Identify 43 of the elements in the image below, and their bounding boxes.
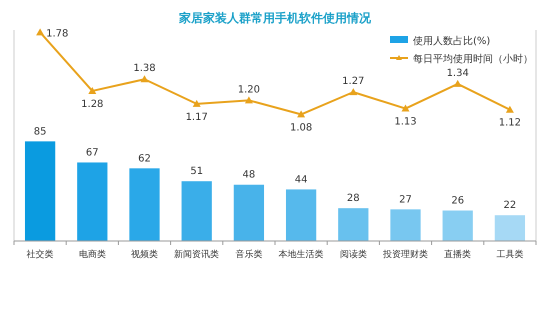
data-label: 51 [190,166,204,178]
data-label: 1.78 [46,28,68,40]
data-label: 1.13 [394,116,417,128]
data-label: 48 [242,170,256,181]
bar [338,208,368,241]
x-tick-label: 工具类 [496,249,524,260]
data-label: 1.17 [186,112,208,123]
bar [390,209,421,241]
x-tick-label: 本地生活类 [278,249,324,260]
x-tick-label: 视频类 [131,249,158,260]
data-label: 1.27 [342,76,364,88]
data-label: 28 [346,193,360,204]
bar [234,184,264,241]
x-tick-label: 新闻资讯类 [174,249,220,260]
bar [182,181,212,241]
data-label: 1.38 [133,63,156,74]
data-label: 22 [504,200,516,212]
data-label: 85 [34,126,46,138]
data-label: 44 [294,174,308,186]
bar [129,168,160,241]
legend-label: 使用人数占比(%) [413,35,490,47]
x-tick-label: 投资理财类 [382,249,428,260]
bar [286,189,316,241]
data-label: 67 [86,147,99,158]
bar [442,210,473,241]
data-label: 1.34 [446,68,469,79]
bar [24,141,56,241]
x-tick-label: 阅读类 [340,249,367,260]
data-label: 1.20 [238,84,260,96]
bar [494,215,526,241]
data-label: 62 [138,153,151,164]
x-tick-label: 直播类 [444,249,472,260]
chart-title: 家居家装人群常用手机软件使用情况 [178,11,372,25]
x-tick-label: 电商类 [78,249,106,260]
data-label: 1.08 [290,122,312,134]
data-label: 1.12 [498,118,522,129]
x-tick-label: 音乐类 [235,249,262,260]
data-label: 1.28 [81,98,104,110]
bar [77,162,108,241]
data-label: 26 [451,196,464,207]
data-label: 27 [399,194,412,206]
legend-label: 每日平均使用时间（小时） [413,53,533,65]
x-tick-label: 社交类 [26,249,54,260]
